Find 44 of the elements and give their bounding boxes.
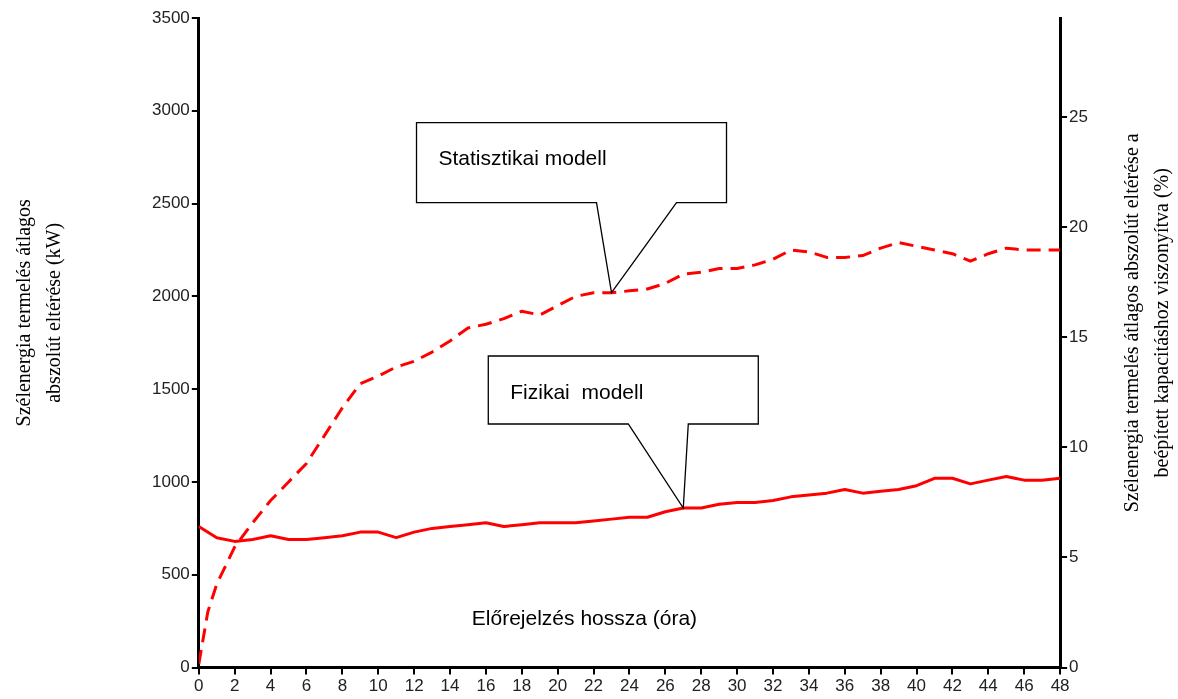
- y-tick-label: 500: [161, 564, 190, 584]
- x-tick-label: 8: [337, 676, 348, 696]
- x-tick-label: 38: [871, 676, 891, 696]
- y2-tick-label: 20: [1069, 216, 1089, 236]
- x-tick-label: 34: [799, 676, 819, 696]
- x-tick-label: 2: [229, 676, 240, 696]
- x-tick-label: 40: [907, 676, 927, 696]
- y-tick-label: 2500: [151, 193, 190, 213]
- x-tick-label: 42: [942, 676, 962, 696]
- y-tick-label: 2000: [151, 286, 190, 306]
- x-axis-title: Előrejelzés hossza (óra): [471, 606, 698, 630]
- x-tick-label: 16: [476, 676, 496, 696]
- x-tick-label: 22: [584, 676, 604, 696]
- y-tick-label: 1500: [151, 378, 190, 398]
- y2-tick-label: 0: [1069, 657, 1079, 677]
- x-tick-label: 14: [440, 676, 460, 696]
- y2-tick-label: 25: [1069, 106, 1089, 126]
- annotation: Fizikai modell: [510, 379, 644, 403]
- x-tick-label: 6: [301, 676, 312, 696]
- x-tick-label: 10: [368, 676, 388, 696]
- annotation: Statisztikai modell: [438, 146, 607, 170]
- y2-tick-label: 5: [1069, 547, 1079, 567]
- x-tick-label: 18: [512, 676, 532, 696]
- y-tick-label: 3000: [151, 100, 190, 120]
- x-tick-label: 28: [691, 676, 711, 696]
- x-tick-label: 32: [763, 676, 783, 696]
- x-tick-label: 36: [835, 676, 855, 696]
- x-tick-label: 30: [727, 676, 747, 696]
- y2-axis-title: Szélenergia termelés átlagos abszolút eltérése a beépített kapacitáshoz viszonyítva (%): [1120, 133, 1174, 513]
- x-tick-label: 0: [194, 676, 204, 696]
- y2-tick-label: 10: [1069, 437, 1089, 457]
- x-tick-label: 44: [978, 676, 998, 696]
- y-axis-title: Szélenergia termelés átlagos abszolút eltérése (kW): [12, 198, 66, 427]
- y-tick-label: 1000: [151, 471, 190, 491]
- y2-tick-label: 15: [1069, 326, 1089, 346]
- y-tick-label: 3500: [151, 7, 190, 27]
- x-tick-label: 4: [265, 676, 276, 696]
- x-tick-label: 26: [655, 676, 675, 696]
- x-tick-label: 20: [548, 676, 568, 696]
- x-tick-label: 46: [1014, 676, 1034, 696]
- y-tick-label: 0: [180, 657, 190, 677]
- x-tick-label: 24: [619, 676, 639, 696]
- x-tick-label: 12: [404, 676, 424, 696]
- x-tick-label: 48: [1050, 676, 1070, 696]
